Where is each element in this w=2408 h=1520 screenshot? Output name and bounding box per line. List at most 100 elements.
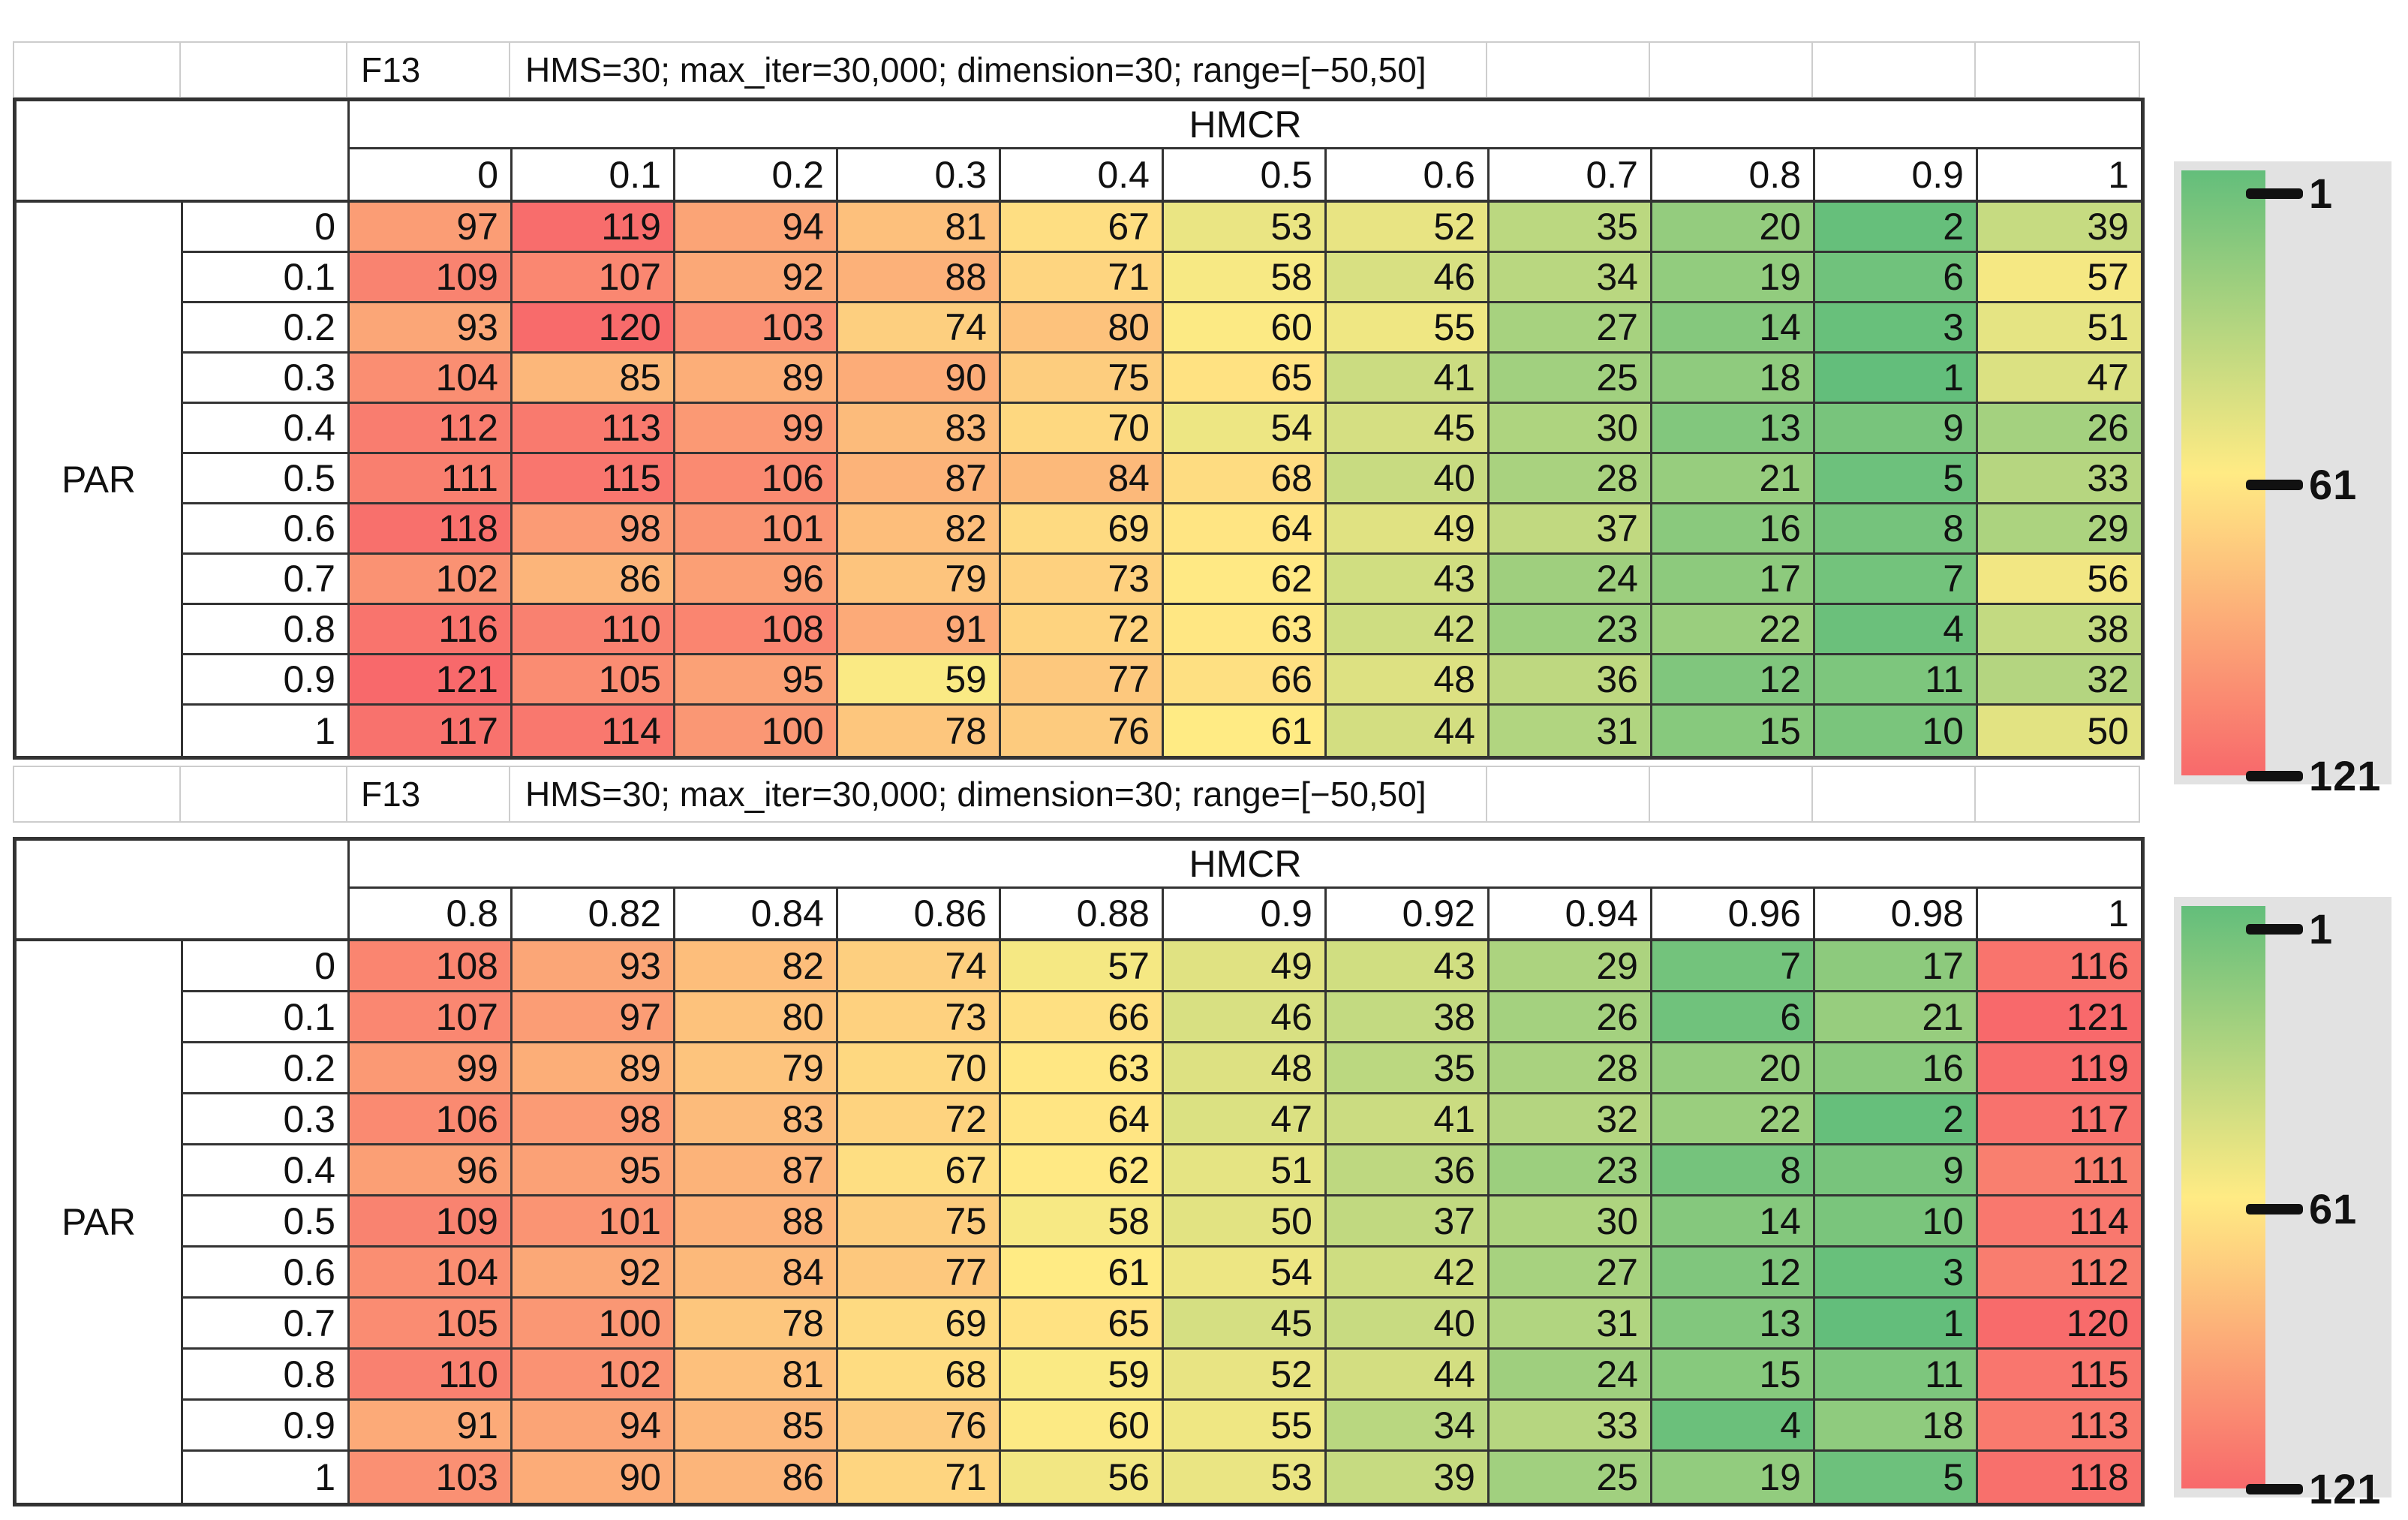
heatmap-cell: 78 — [838, 706, 1001, 756]
heatmap-cell: 4 — [1815, 605, 1978, 655]
heatmap-cell: 114 — [1978, 1196, 2141, 1248]
heatmap-cell: 18 — [1652, 354, 1815, 404]
heatmap-cell: 80 — [1001, 303, 1164, 354]
heatmap-cell: 96 — [675, 555, 838, 605]
heatmap-table-2: HMCR 0.8 0.82 0.84 0.86 0.88 0.9 0.92 0.94 0.96 0.… — [13, 837, 2145, 1506]
heatmap-cell: 112 — [1978, 1248, 2141, 1299]
heatmap-cell: 83 — [838, 404, 1001, 454]
heatmap-cell: 14 — [1652, 1196, 1815, 1248]
heatmap-cell: 76 — [1001, 706, 1164, 756]
heatmap-cell: 9 — [1815, 404, 1978, 454]
heatmap-cell: 117 — [1978, 1094, 2141, 1145]
column-header-cell: 0.82 — [513, 889, 675, 941]
heatmap-cell: 2 — [1815, 203, 1978, 253]
heatmap-cell: 114 — [513, 706, 675, 756]
heatmap-cell: 73 — [1001, 555, 1164, 605]
heatmap-cell: 8 — [1815, 504, 1978, 555]
heatmap-cell: 4 — [1652, 1401, 1815, 1452]
heatmap-cell: 110 — [513, 605, 675, 655]
heatmap-cell: 72 — [1001, 605, 1164, 655]
empty-cell — [1650, 767, 1813, 821]
heatmap-cell: 112 — [350, 404, 513, 454]
heatmap-cell: 41 — [1327, 354, 1490, 404]
heatmap-cell: 25 — [1490, 354, 1652, 404]
heatmap-cell: 24 — [1490, 555, 1652, 605]
column-header-cell: 0.2 — [675, 149, 838, 203]
heatmap-cell: 68 — [838, 1350, 1001, 1401]
heatmap-cell: 100 — [513, 1299, 675, 1350]
heatmap-cell: 44 — [1327, 1350, 1490, 1401]
row-header-cell: 0.1 — [183, 253, 350, 303]
column-header-cell: 0 — [350, 149, 513, 203]
legend-max-label: 121 — [2309, 752, 2382, 799]
row-header-cell: 0.9 — [183, 655, 350, 706]
heatmap-cell: 104 — [350, 354, 513, 404]
heatmap-cell: 64 — [1001, 1094, 1164, 1145]
empty-cell — [14, 767, 181, 821]
color-gradient-bar — [2181, 170, 2265, 775]
row-header-cell: 0.3 — [183, 1094, 350, 1145]
heatmap-cell: 50 — [1978, 706, 2141, 756]
heatmap-cell: 105 — [513, 655, 675, 706]
heatmap-cell: 62 — [1001, 1145, 1164, 1196]
heatmap-cell: 121 — [1978, 992, 2141, 1043]
heatmap-cell: 82 — [675, 941, 838, 992]
heatmap-cell: 26 — [1490, 992, 1652, 1043]
heatmap-cell: 89 — [675, 354, 838, 404]
heatmap-cell: 10 — [1815, 706, 1978, 756]
heatmap-cell: 59 — [838, 655, 1001, 706]
heatmap-cell: 111 — [350, 454, 513, 504]
heatmap-cell: 66 — [1164, 655, 1327, 706]
heatmap-table-1: HMCR 0 0.1 0.2 0.3 0.4 0.5 0.6 0.7 0.8 0.9 1 PAR 0 97 1… — [13, 98, 2145, 760]
heatmap-cell: 29 — [1490, 941, 1652, 992]
heatmap-cell: 98 — [513, 504, 675, 555]
column-header-cell: 0.94 — [1490, 889, 1652, 941]
heatmap-cell: 58 — [1164, 253, 1327, 303]
heatmap-cell: 87 — [838, 454, 1001, 504]
heatmap-cell: 43 — [1327, 555, 1490, 605]
tick-dash-icon — [2246, 479, 2303, 490]
heatmap-cell: 1 — [1815, 1299, 1978, 1350]
heatmap-cell: 97 — [350, 203, 513, 253]
heatmap-cell: 50 — [1164, 1196, 1327, 1248]
heatmap-cell: 21 — [1815, 992, 1978, 1043]
row-header-cell: 0.1 — [183, 992, 350, 1043]
heatmap-cell: 94 — [675, 203, 838, 253]
heatmap-cell: 11 — [1815, 655, 1978, 706]
heatmap-cell: 47 — [1978, 354, 2141, 404]
heatmap-cell: 23 — [1490, 1145, 1652, 1196]
heatmap-cell: 31 — [1490, 1299, 1652, 1350]
heatmap-cell: 118 — [1978, 1452, 2141, 1503]
row-header-cell: 0.2 — [183, 303, 350, 354]
heatmap-cell: 86 — [513, 555, 675, 605]
heatmap-cell: 67 — [1001, 203, 1164, 253]
heatmap-cell: 111 — [1978, 1145, 2141, 1196]
heatmap-cell: 23 — [1490, 605, 1652, 655]
heatmap-cell: 85 — [513, 354, 675, 404]
heatmap-cell: 77 — [838, 1248, 1001, 1299]
legend-min-label: 1 — [2309, 170, 2334, 217]
heatmap-cell: 28 — [1490, 1043, 1652, 1094]
heatmap-cell: 12 — [1652, 1248, 1815, 1299]
row-header-cell: 0 — [183, 941, 350, 992]
heatmap-cell: 47 — [1164, 1094, 1327, 1145]
heatmap-cell: 109 — [350, 253, 513, 303]
heatmap-cell: 91 — [350, 1401, 513, 1452]
heatmap-cell: 103 — [350, 1452, 513, 1503]
heatmap-cell: 15 — [1652, 1350, 1815, 1401]
row-header-cell: 0.6 — [183, 1248, 350, 1299]
heatmap-cell: 95 — [675, 655, 838, 706]
heatmap-cell: 61 — [1164, 706, 1327, 756]
y-axis-title: PAR — [17, 203, 183, 756]
heatmap-cell: 113 — [513, 404, 675, 454]
heatmap-cell: 93 — [350, 303, 513, 354]
heatmap-cell: 6 — [1652, 992, 1815, 1043]
color-gradient-bar — [2181, 906, 2265, 1488]
heatmap-cell: 55 — [1327, 303, 1490, 354]
column-header-cell: 0.1 — [513, 149, 675, 203]
heatmap-cell: 10 — [1815, 1196, 1978, 1248]
column-header-cell: 0.6 — [1327, 149, 1490, 203]
legend-tick-max: 121 — [2246, 1464, 2381, 1513]
heatmap-cell: 62 — [1164, 555, 1327, 605]
heatmap-cell: 27 — [1490, 1248, 1652, 1299]
